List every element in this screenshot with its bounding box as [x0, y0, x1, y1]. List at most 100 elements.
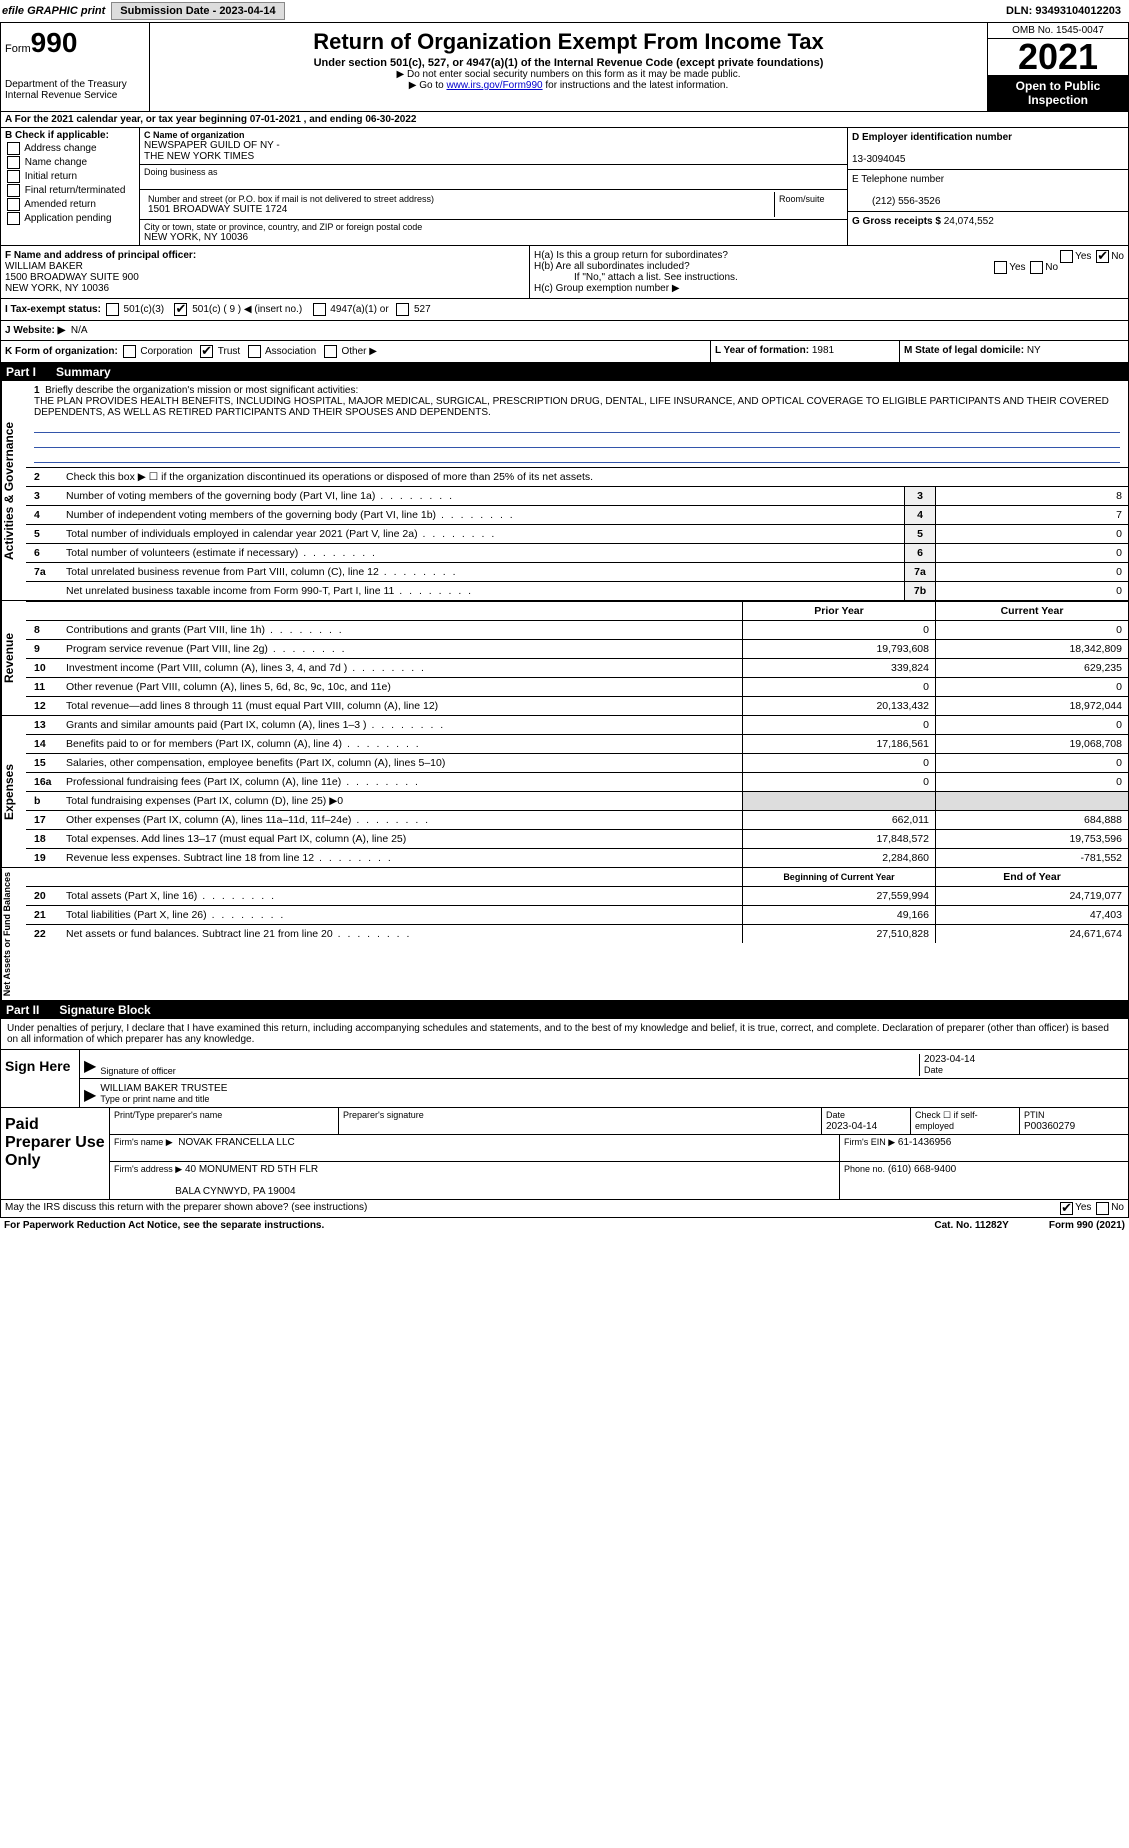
gross-receipts: 24,074,552: [944, 216, 994, 227]
part-2-header: Part IISignature Block: [0, 1001, 1129, 1019]
section-b: B Check if applicable: Address change Na…: [1, 128, 140, 245]
l15-current: 0: [935, 754, 1128, 772]
line7a-value: 0: [935, 563, 1128, 581]
section-fgh: F Name and address of principal officer:…: [0, 246, 1129, 299]
expenses-section: Expenses 13Grants and similar amounts pa…: [0, 716, 1129, 868]
l17-prior: 662,011: [742, 811, 935, 829]
l13-current: 0: [935, 716, 1128, 734]
officer-addr: 1500 BROADWAY SUITE 900: [5, 272, 139, 283]
form-number: 990: [31, 27, 78, 58]
l20-prior: 27,559,994: [742, 887, 935, 905]
form-title: Return of Organization Exempt From Incom…: [154, 29, 983, 55]
cb-app-pending[interactable]: Application pending: [5, 212, 135, 225]
l18-prior: 17,848,572: [742, 830, 935, 848]
signature-section: Under penalties of perjury, I declare th…: [0, 1019, 1129, 1108]
ssn-note: ▶ Do not enter social security numbers o…: [154, 69, 983, 80]
l8-current: 0: [935, 621, 1128, 639]
l11-prior: 0: [742, 678, 935, 696]
irs-label: Internal Revenue Service: [5, 90, 145, 101]
part-1-header: Part ISummary: [0, 363, 1129, 381]
form-org-trust-check[interactable]: [200, 345, 213, 358]
prep-date: 2023-04-14: [826, 1121, 877, 1132]
line7b-value: 0: [935, 582, 1128, 600]
paid-preparer-section: Paid Preparer Use Only Print/Type prepar…: [0, 1108, 1129, 1200]
dept-label: Department of the Treasury: [5, 79, 145, 90]
cb-name-change[interactable]: Name change: [5, 156, 135, 169]
l13-prior: 0: [742, 716, 935, 734]
org-name-2: THE NEW YORK TIMES: [144, 151, 843, 162]
l12-current: 18,972,044: [935, 697, 1128, 715]
irs-link[interactable]: www.irs.gov/Form990: [446, 80, 542, 91]
line3-value: 8: [935, 487, 1128, 505]
l20-current: 24,719,077: [935, 887, 1128, 905]
ptin-value: P00360279: [1024, 1121, 1075, 1132]
mission-row: 1 Briefly describe the organization's mi…: [26, 381, 1128, 468]
cb-final-return[interactable]: Final return/terminated: [5, 184, 135, 197]
form-id: Form 990 (2021): [1049, 1220, 1125, 1231]
l19-prior: 2,284,860: [742, 849, 935, 867]
l10-prior: 339,824: [742, 659, 935, 677]
l18-current: 19,753,596: [935, 830, 1128, 848]
discuss-row: May the IRS discuss this return with the…: [0, 1200, 1129, 1218]
row-klm: K Form of organization: Corporation Trus…: [0, 341, 1129, 363]
officer-city: NEW YORK, NY 10036: [5, 283, 109, 294]
firm-ein: 61-1436956: [898, 1137, 951, 1148]
tax-year: 2021: [988, 39, 1128, 75]
dln-label: DLN: 93493104012203: [1006, 5, 1127, 17]
l16a-prior: 0: [742, 773, 935, 791]
l14-current: 19,068,708: [935, 735, 1128, 753]
form-prefix: Form: [5, 43, 31, 55]
mission-text: THE PLAN PROVIDES HEALTH BENEFITS, INCLU…: [34, 396, 1109, 418]
l9-prior: 19,793,608: [742, 640, 935, 658]
main-info-block: B Check if applicable: Address change Na…: [0, 128, 1129, 246]
phone-value: (212) 556-3526: [852, 196, 940, 207]
l10-current: 629,235: [935, 659, 1128, 677]
firm-phone: (610) 668-9400: [888, 1164, 956, 1175]
website-value: N/A: [71, 325, 88, 336]
org-city: NEW YORK, NY 10036: [144, 232, 843, 243]
l11-current: 0: [935, 678, 1128, 696]
firm-addr2: BALA CYNWYD, PA 19004: [175, 1186, 295, 1197]
state-domicile: NY: [1027, 345, 1041, 356]
discuss-yes-check[interactable]: [1060, 1202, 1073, 1215]
form-header: Form990 Department of the Treasury Inter…: [0, 22, 1129, 112]
cb-amended[interactable]: Amended return: [5, 198, 135, 211]
l9-current: 18,342,809: [935, 640, 1128, 658]
l14-prior: 17,186,561: [742, 735, 935, 753]
l15-prior: 0: [742, 754, 935, 772]
line6-value: 0: [935, 544, 1128, 562]
h-a-no-check[interactable]: [1096, 250, 1109, 263]
efile-label: efile GRAPHIC print: [2, 5, 105, 17]
l21-prior: 49,166: [742, 906, 935, 924]
sig-name: WILLIAM BAKER TRUSTEE: [100, 1083, 227, 1094]
l16a-current: 0: [935, 773, 1128, 791]
row-j: J Website: ▶ N/A: [0, 321, 1129, 341]
form-subtitle: Under section 501(c), 527, or 4947(a)(1)…: [154, 57, 983, 69]
cb-initial-return[interactable]: Initial return: [5, 170, 135, 183]
revenue-section: Revenue Prior YearCurrent Year 8Contribu…: [0, 601, 1129, 716]
sig-date: 2023-04-14: [924, 1054, 975, 1065]
row-i: I Tax-exempt status: 501(c)(3) 501(c) ( …: [0, 299, 1129, 321]
section-c: C Name of organization NEWSPAPER GUILD O…: [140, 128, 847, 245]
cb-address-change[interactable]: Address change: [5, 142, 135, 155]
tax-status-501c-check[interactable]: [174, 303, 187, 316]
l12-prior: 20,133,432: [742, 697, 935, 715]
declaration-text: Under penalties of perjury, I declare th…: [1, 1019, 1128, 1049]
l22-prior: 27,510,828: [742, 925, 935, 943]
l19-current: -781,552: [935, 849, 1128, 867]
l8-prior: 0: [742, 621, 935, 639]
l22-current: 24,671,674: [935, 925, 1128, 943]
l21-current: 47,403: [935, 906, 1128, 924]
submission-date-button[interactable]: Submission Date - 2023-04-14: [111, 2, 284, 20]
officer-name: WILLIAM BAKER: [5, 261, 83, 272]
activities-governance-section: Activities & Governance 1 Briefly descri…: [0, 381, 1129, 601]
org-address: 1501 BROADWAY SUITE 1724: [148, 204, 770, 215]
year-formation: 1981: [812, 345, 834, 356]
open-public-badge: Open to Public Inspection: [988, 75, 1128, 111]
net-assets-section: Net Assets or Fund Balances Beginning of…: [0, 868, 1129, 1001]
firm-addr1: 40 MONUMENT RD 5TH FLR: [185, 1164, 318, 1175]
top-bar: efile GRAPHIC print Submission Date - 20…: [0, 0, 1129, 22]
link-note: ▶ Go to www.irs.gov/Form990 for instruct…: [154, 80, 983, 91]
ein-value: 13-3094045: [852, 154, 905, 165]
l17-current: 684,888: [935, 811, 1128, 829]
